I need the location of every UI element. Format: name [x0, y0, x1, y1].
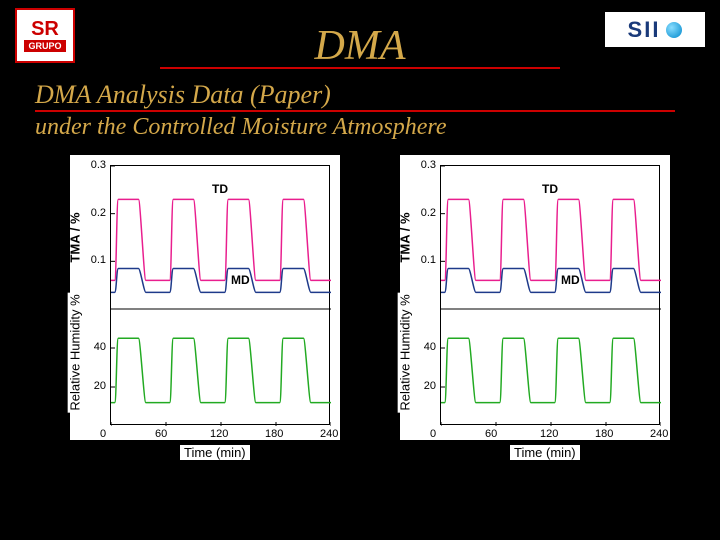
- x-tick-label: 120: [540, 428, 558, 440]
- chart-left: 0 60 120 180 240 0.1 0.2 0.3 20 40 TMA / % TD MD: [70, 155, 340, 440]
- logo-left-text-top: SR: [31, 20, 59, 38]
- x-axis-label: Time (min): [180, 445, 250, 460]
- plot-area-left: [110, 165, 330, 425]
- y-tick-tma-label: 0.3: [421, 159, 436, 171]
- chart-left-svg: [111, 166, 331, 426]
- subtitle-line-1: DMA Analysis Data (Paper): [35, 80, 675, 112]
- y-tick-tma-label: 0.3: [91, 159, 106, 171]
- plot-area-right: [440, 165, 660, 425]
- x-tick-label: 240: [650, 428, 668, 440]
- logo-right-dot-icon: [666, 22, 682, 38]
- logo-left-text-bottom: GRUPO: [24, 40, 65, 52]
- x-tick-label: 0: [100, 428, 106, 440]
- y-axis-label-rh: Relative Humidity %: [398, 292, 413, 412]
- y-axis-label-tma: TMA / %: [68, 212, 83, 262]
- logo-left: SR GRUPO: [15, 8, 75, 63]
- y-axis-label-tma: TMA / %: [398, 212, 413, 262]
- x-tick-label: 60: [485, 428, 497, 440]
- logo-right: SII: [605, 12, 705, 47]
- chart-right: 0 60 120 180 240 0.1 0.2 0.3 20 40 TMA / % TD MD: [400, 155, 670, 440]
- y-tick-tma-label: 0.1: [421, 254, 436, 266]
- x-tick-label: 0: [430, 428, 436, 440]
- td-series-label: TD: [212, 182, 228, 196]
- main-title: DMA: [160, 25, 560, 69]
- logo-right-text: SII: [628, 17, 661, 43]
- x-axis-label: Time (min): [510, 445, 580, 460]
- y-tick-rh-label: 40: [94, 341, 106, 353]
- x-tick-label: 120: [210, 428, 228, 440]
- md-series-label: MD: [561, 273, 580, 287]
- y-tick-rh-label: 20: [424, 380, 436, 392]
- y-tick-rh-label: 20: [94, 380, 106, 392]
- td-series-label: TD: [542, 182, 558, 196]
- x-tick-label: 240: [320, 428, 338, 440]
- y-tick-rh-label: 40: [424, 341, 436, 353]
- x-tick-label: 180: [265, 428, 283, 440]
- chart-right-svg: [441, 166, 661, 426]
- x-tick-label: 60: [155, 428, 167, 440]
- x-tick-label: 180: [595, 428, 613, 440]
- y-axis-label-rh: Relative Humidity %: [68, 292, 83, 412]
- header: SR GRUPO DMA SII: [0, 0, 720, 80]
- y-tick-tma-label: 0.2: [91, 207, 106, 219]
- y-tick-tma-label: 0.1: [91, 254, 106, 266]
- md-series-label: MD: [231, 273, 250, 287]
- subtitle-line-2: under the Controlled Moisture Atmosphere: [35, 114, 447, 141]
- y-tick-tma-label: 0.2: [421, 207, 436, 219]
